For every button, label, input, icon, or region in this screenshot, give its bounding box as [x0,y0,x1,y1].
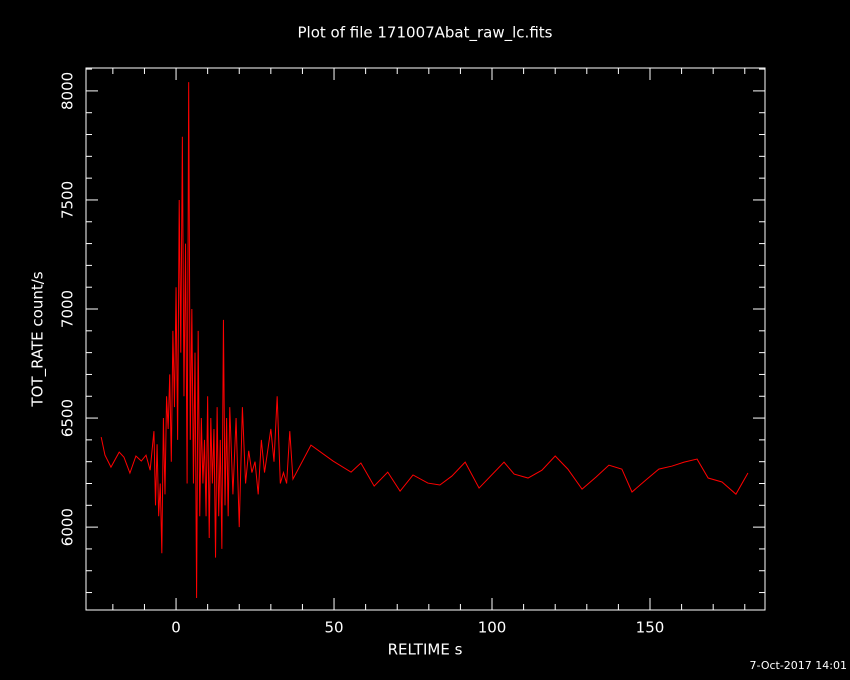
timestamp: 7-Oct-2017 14:01 [750,659,847,672]
x-tick-label: 150 [636,619,665,637]
chart-title: Plot of file 171007Abat_raw_lc.fits [298,24,553,43]
x-tick-label: 0 [171,619,181,637]
y-tick-label: 6000 [59,508,77,546]
x-tick-label: 50 [324,619,343,637]
y-axis-label: TOT_RATE count/s [29,271,48,407]
y-tick-label: 7000 [59,290,77,328]
y-tick-label: 8000 [59,72,77,110]
y-tick-label: 7500 [59,181,77,219]
plot-frame [85,67,766,611]
x-axis-label: RELTIME s [388,641,463,659]
y-tick-label: 6500 [59,399,77,437]
data-line [100,82,749,599]
x-tick-label: 100 [478,619,507,637]
